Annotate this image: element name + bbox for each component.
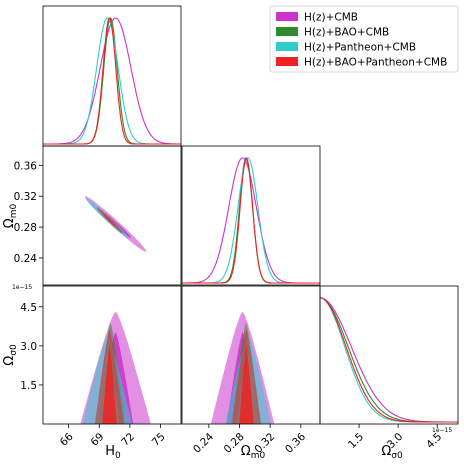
xtick-label-H0-2: 72: [119, 431, 137, 449]
xtick-label-Om-0: 0.24: [191, 431, 216, 456]
legend-swatch-3: [276, 57, 298, 66]
legend-swatch-1: [276, 27, 298, 36]
legend-label-1: H(z)+BAO+CMB: [304, 27, 389, 39]
xtick-label-Om-3: 0.36: [283, 431, 308, 456]
legend-swatch-0: [276, 12, 298, 21]
offset-text-y: 1e−15: [12, 284, 32, 291]
curve-H0-1: [43, 17, 181, 145]
contour-1sigma-3: [239, 347, 254, 424]
curve-H0-3: [43, 17, 181, 145]
ytick-label-Om-3: 0.36: [14, 160, 38, 172]
curve-Om-0: [182, 157, 320, 284]
xlabel-om: Ωm0: [241, 444, 266, 461]
curve-Os-0: [320, 297, 458, 423]
xtick-label-Os-0: 1.5: [346, 431, 366, 451]
curve-H0-2: [43, 17, 181, 145]
legend-label-2: H(z)+Pantheon+CMB: [304, 42, 416, 54]
tick-labels: 66 69 72 75 0.24 0.28 0.32 0.36 1.5 3.0 4.50.240.2…: [14, 160, 445, 455]
ytick-label-Os-0: 1.5: [20, 380, 37, 392]
ylabel-os: Ωσ0: [2, 344, 19, 366]
diag-panel-Om: [182, 157, 320, 284]
curve-Om-3: [182, 157, 320, 284]
panels: [42, 5, 459, 425]
legend-box: [269, 5, 459, 73]
xlabel-os: Ωσ0: [381, 444, 403, 461]
ytick-label-Om-0: 0.24: [14, 253, 38, 265]
xtick-label-H0-1: 69: [88, 431, 106, 449]
legend: H(z)+CMB H(z)+BAO+CMB H(z)+Pantheon+CMB H(z…: [269, 5, 459, 73]
diag-panel-Os: [320, 297, 458, 423]
frame-2-0: [42, 285, 182, 425]
contour-1sigma-3: [102, 347, 117, 424]
contour-1sigma-3: [103, 213, 116, 227]
xlabel-h0: H0: [105, 444, 121, 461]
curve-Os-3: [320, 297, 458, 423]
ytick-label-Os-1: 3.0: [20, 341, 37, 353]
xtick-label-H0-3: 75: [150, 431, 168, 449]
panel-H0-Os: [80, 311, 151, 424]
xtick-label-H0-0: 66: [58, 431, 76, 449]
ytick-label-Om-2: 0.32: [14, 191, 37, 203]
legend-label-3: H(z)+BAO+Pantheon+CMB: [304, 57, 447, 69]
ytick-label-Os-2: 4.5: [20, 302, 37, 314]
diag-panel-H0: [43, 17, 181, 145]
frame-1-1: [181, 145, 321, 286]
ytick-label-Om-1: 0.28: [14, 222, 37, 234]
frame-1-0: [42, 145, 182, 286]
legend-swatch-2: [276, 42, 298, 51]
panel-H0-Om: [84, 196, 147, 252]
curve-Os-1: [320, 297, 458, 423]
curve-Om-2: [182, 157, 320, 284]
curve-Om-1: [182, 157, 320, 284]
curve-H0-0: [43, 17, 181, 145]
ylabel-om: Ωm0: [2, 204, 19, 229]
panel-Om-Os: [210, 311, 275, 424]
offset-text-x: 1e−15: [432, 427, 452, 434]
legend-label-0: H(z)+CMB: [304, 12, 358, 24]
frame-2-2: [319, 285, 459, 425]
curve-Os-2: [320, 297, 458, 423]
